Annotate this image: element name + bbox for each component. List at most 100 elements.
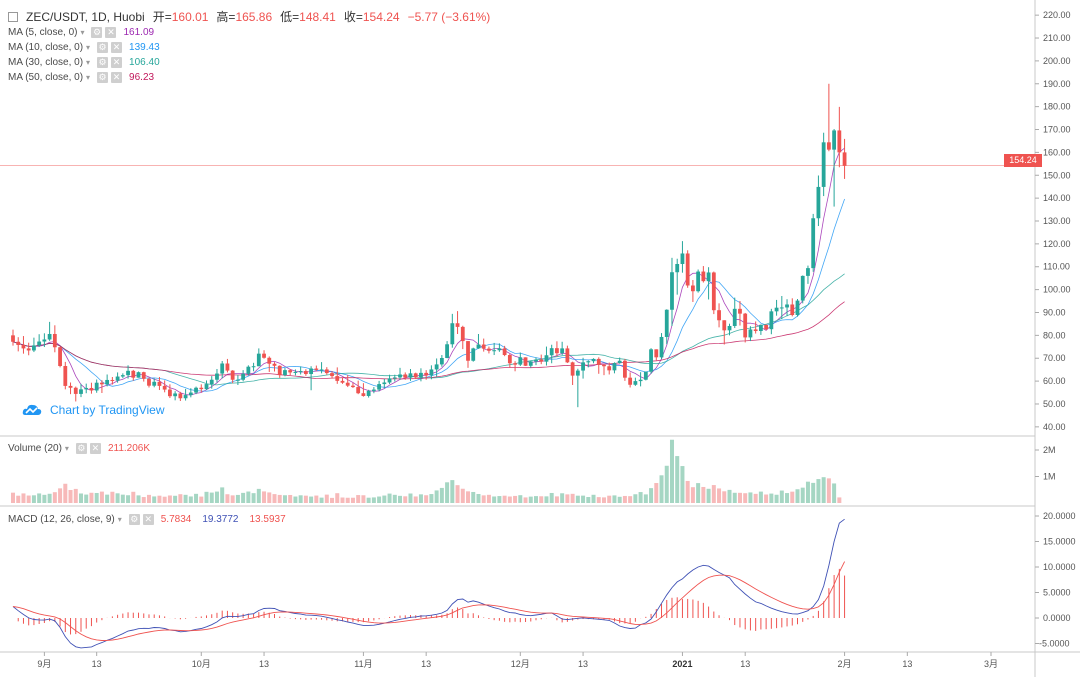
close-icon[interactable]: ✕ (111, 72, 122, 83)
close-icon[interactable]: ✕ (90, 443, 101, 454)
candle-body (362, 393, 366, 396)
settings-icon[interactable]: ⚙ (97, 42, 108, 53)
volume-bar (450, 480, 454, 503)
time-tick-label: 13 (578, 659, 588, 669)
settings-icon[interactable]: ⚙ (76, 443, 87, 454)
price-tick-label: 110.00 (1043, 262, 1070, 272)
ma10-legend[interactable]: MA (10, close, 0) ▾ ⚙ ✕ 139.43 (8, 42, 160, 53)
candle-body (639, 380, 643, 381)
chevron-down-icon[interactable]: ▾ (86, 58, 90, 67)
settings-icon[interactable]: ⚙ (129, 514, 140, 525)
volume-bar (137, 495, 141, 503)
candle-body (430, 369, 434, 375)
close-label: 收= (344, 10, 363, 24)
candle-body (189, 393, 193, 396)
candle-body (670, 272, 674, 310)
chevron-down-icon[interactable]: ▾ (118, 515, 122, 524)
low-value: 148.41 (299, 10, 336, 24)
candle-body (492, 350, 496, 351)
chevron-down-icon[interactable]: ▾ (65, 444, 69, 453)
time-tick-label: 3月 (984, 659, 998, 669)
ma30-legend[interactable]: MA (30, close, 0) ▾ ⚙ ✕ 106.40 (8, 57, 160, 68)
time-tick-label: 13 (421, 659, 431, 669)
candle-body (320, 369, 324, 370)
tradingview-branding[interactable]: Chart by TradingView (22, 403, 165, 417)
volume-bar (147, 495, 151, 503)
macd-tick-label: -5.0000 (1039, 639, 1070, 649)
volume-bar (602, 497, 606, 503)
volume-bar (618, 497, 622, 503)
volume-bar (769, 494, 773, 503)
candle-body (801, 276, 805, 301)
settings-icon[interactable]: ⚙ (91, 27, 102, 38)
volume-bar (612, 495, 616, 503)
volume-legend[interactable]: Volume (20) ▾ ⚙ ✕ 211.206K (8, 443, 150, 454)
candle-body (330, 373, 334, 376)
candle-body (817, 187, 821, 218)
close-icon[interactable]: ✕ (111, 57, 122, 68)
candle-body (377, 384, 381, 389)
volume-bar (801, 488, 805, 503)
volume-bar (775, 495, 779, 503)
candle-body (414, 373, 418, 377)
close-icon[interactable]: ✕ (105, 27, 116, 38)
price-tick-label: 80.00 (1043, 330, 1066, 340)
volume-bar (11, 493, 15, 503)
volume-bar (262, 491, 266, 503)
candle-body (837, 130, 841, 152)
candle-body (529, 361, 533, 365)
chevron-down-icon[interactable]: ▾ (86, 43, 90, 52)
candle-body (288, 370, 292, 372)
open-label: 开= (153, 10, 172, 24)
volume-bar (487, 495, 491, 503)
candle-body (304, 371, 308, 374)
candle-body (827, 142, 831, 149)
volume-bar (456, 485, 460, 503)
volume-bar (623, 496, 627, 503)
volume-bar (27, 496, 31, 503)
volume-bar (722, 491, 726, 503)
candle-body (226, 363, 230, 370)
candle-body (790, 304, 794, 315)
volume-bar (173, 496, 177, 503)
candle-body (84, 388, 88, 389)
volume-bar (184, 495, 188, 503)
chevron-down-icon[interactable]: ▾ (80, 28, 84, 37)
macd-legend[interactable]: MACD (12, 26, close, 9) ▾ ⚙ ✕ 5.7834 19.… (8, 514, 286, 525)
volume-bar (461, 489, 465, 503)
settings-icon[interactable]: ⚙ (97, 57, 108, 68)
candle-body (597, 359, 601, 365)
candle-body (241, 374, 245, 380)
settings-icon[interactable]: ⚙ (97, 72, 108, 83)
symbol-legend: ZEC/USDT, 1D, Huobi 开=160.01 高=165.86 低=… (8, 8, 490, 25)
chevron-down-icon[interactable]: ▾ (86, 73, 90, 82)
close-icon[interactable]: ✕ (143, 514, 154, 525)
candle-body (42, 339, 46, 341)
volume-bar (89, 493, 93, 503)
candle-body (79, 389, 83, 394)
candle-body (58, 347, 62, 366)
volume-bar (581, 496, 585, 503)
volume-bar (754, 494, 758, 503)
volume-bar (126, 495, 130, 503)
volume-bar (680, 466, 684, 503)
macd-tick-label: 0.0000 (1043, 613, 1071, 623)
ma10-label: MA (10, close, 0) (8, 42, 83, 53)
volume-bar (225, 494, 229, 503)
candle-body (403, 374, 407, 377)
collapse-legend-icon[interactable] (8, 12, 18, 22)
price-tick-label: 210.00 (1043, 33, 1071, 43)
candle-body (843, 152, 847, 165)
candle-body (518, 357, 522, 364)
candle-body (409, 373, 413, 377)
volume-bar (100, 492, 104, 503)
ma5-legend[interactable]: MA (5, close, 0) ▾ ⚙ ✕ 161.09 (8, 27, 154, 38)
candle-body (137, 372, 141, 377)
volume-bar (351, 498, 355, 503)
close-icon[interactable]: ✕ (111, 42, 122, 53)
volume-bar (48, 494, 52, 503)
ma50-legend[interactable]: MA (50, close, 0) ▾ ⚙ ✕ 96.23 (8, 72, 154, 83)
volume-bar (403, 496, 407, 503)
volume-bar (555, 496, 559, 503)
